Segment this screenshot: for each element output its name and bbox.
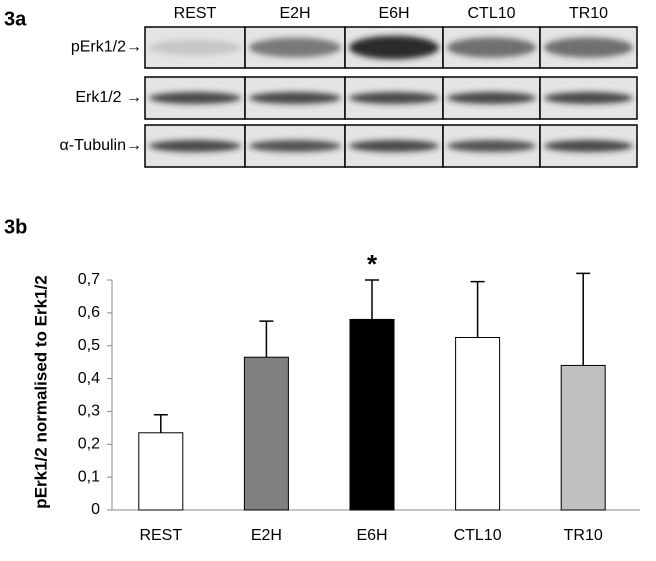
panel-label: 3b: [4, 216, 27, 238]
band: [544, 37, 633, 58]
band: [249, 92, 341, 104]
western-blot: REST E2H E6H CTL10 TR10 pErk1/2→ Erk1/2 → α-Tub…: [60, 5, 638, 168]
error-bar: [470, 280, 485, 338]
error-bar: [153, 413, 168, 433]
y-tick-label: 0,2: [78, 436, 100, 453]
lane-label: E6H: [378, 5, 409, 22]
bar: [243, 356, 289, 511]
band: [447, 92, 536, 104]
band: [249, 37, 341, 58]
x-tick-label: E6H: [356, 527, 387, 544]
bar: [560, 364, 606, 511]
x-tick-label: TR10: [564, 527, 603, 544]
x-tick-label: CTL10: [454, 527, 502, 544]
y-tick-label: 0,6: [78, 304, 100, 321]
x-tick-label: E2H: [251, 527, 282, 544]
band: [149, 39, 241, 56]
band: [349, 35, 439, 60]
y-tick-label: 0,7: [78, 271, 100, 288]
significance-marker: *: [367, 249, 378, 279]
bar: [455, 337, 501, 511]
band: [349, 92, 439, 104]
band: [544, 92, 633, 104]
y-tick-label: 0,1: [78, 468, 100, 485]
error-bar: [576, 272, 591, 366]
error-bar: [365, 279, 379, 320]
lane-label: CTL10: [467, 5, 515, 22]
lane-label: TR10: [569, 5, 608, 22]
x-tick-label: REST: [139, 527, 182, 544]
y-tick-label: 0,5: [78, 337, 100, 354]
band: [349, 140, 439, 152]
y-tick-label: 0,4: [78, 370, 100, 387]
band: [447, 140, 536, 152]
y-axis-label: pErk1/2 normalised to Erk1/2: [31, 275, 50, 508]
error-bar: [259, 320, 274, 358]
row-label: α-Tubulin→: [60, 137, 142, 154]
row-label: pErk1/2→: [71, 39, 142, 56]
y-tick-label: 0: [91, 501, 100, 518]
bar: [349, 318, 395, 511]
band: [149, 92, 241, 104]
y-tick-label: 0,3: [78, 403, 100, 420]
band: [249, 140, 341, 152]
panel-label: 3a: [4, 8, 27, 30]
row-label: Erk1/2 →: [75, 89, 142, 106]
band: [544, 140, 633, 152]
lane-label: E2H: [279, 5, 310, 22]
band: [149, 140, 241, 152]
bar: [138, 432, 184, 511]
band: [447, 37, 536, 58]
lane-label: REST: [174, 5, 217, 22]
